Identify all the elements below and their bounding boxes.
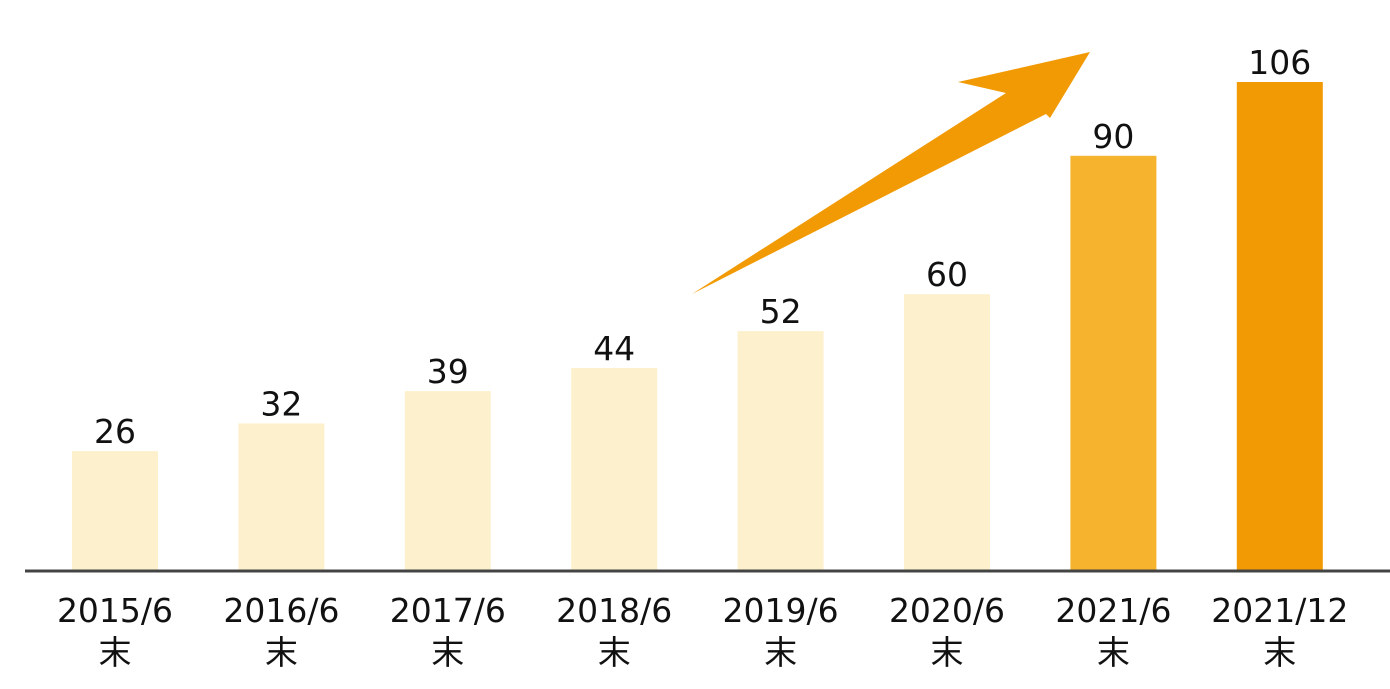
bar-0 [72,451,158,571]
bar-value-label-1: 32 [260,384,302,423]
x-tick-label-line: 末 [431,633,464,672]
x-tick-label-7: 2021/12 末 [1211,591,1348,672]
value-labels-group: 26 32 39 44 52 60 90 106 [94,43,1311,451]
bar-value-label-7: 106 [1248,43,1311,82]
x-tick-label-line: 末 [931,633,964,672]
bar-3 [571,368,658,571]
bar-value-label-2: 39 [427,352,469,391]
x-tick-label-1: 2016/6 末 [223,591,339,672]
bars-group [72,82,1323,572]
x-tick-label-line: 末 [1097,633,1130,672]
x-tick-label-line: 末 [598,633,631,672]
x-tick-label-line: 末 [265,633,298,672]
bar-value-label-6: 90 [1092,117,1134,156]
x-tick-label-line: 末 [764,633,797,672]
trend-arrow-icon [692,52,1090,294]
bar-5 [904,294,990,571]
bar-value-label-0: 26 [94,412,136,451]
x-tick-label-0: 2015/6 末 [57,591,173,672]
x-tick-label-6: 2021/6 末 [1055,591,1171,672]
bar-value-label-3: 44 [593,329,635,368]
x-tick-label-5: 2020/6 末 [889,591,1005,672]
bar-4 [737,331,824,571]
bar-6 [1070,155,1157,572]
x-tick-label-line: 2020/6 [889,591,1005,630]
bar-value-label-4: 52 [760,292,802,331]
x-tick-label-line: 2019/6 [723,591,839,630]
x-tick-label-2: 2017/6 末 [390,591,506,672]
x-tick-label-line: 2021/12 [1211,591,1348,630]
x-tick-label-4: 2019/6 末 [723,591,839,672]
bar-value-label-5: 60 [926,255,968,294]
x-tick-label-line: 末 [1263,633,1296,672]
x-tick-label-line: 2021/6 [1055,591,1171,630]
x-tick-label-line: 2015/6 [57,591,173,630]
bar-2 [404,391,491,571]
bar-1 [238,423,325,571]
x-tick-label-line: 2017/6 [390,591,506,630]
x-tick-label-line: 末 [99,633,132,672]
x-tick-label-line: 2016/6 [223,591,339,630]
x-tick-label-line: 2018/6 [556,591,672,630]
x-tick-label-3: 2018/6 末 [556,591,672,672]
bar-7 [1236,82,1323,571]
